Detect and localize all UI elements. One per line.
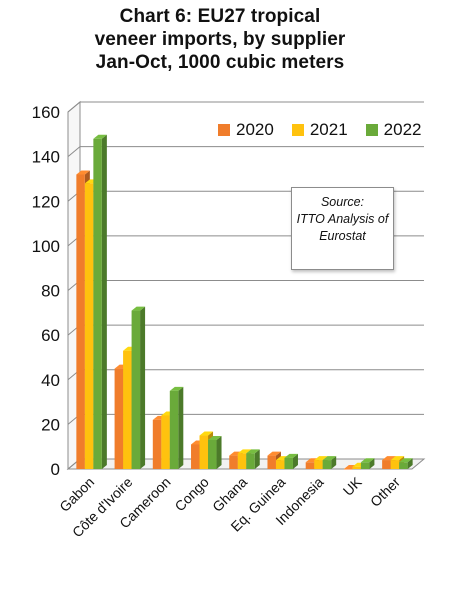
bar-top-2022-Eq. Guinea bbox=[284, 453, 298, 458]
source-annotation: Source: ITTO Analysis of Eurostat bbox=[291, 187, 394, 270]
source-line-2: ITTO Analysis of bbox=[296, 212, 389, 226]
y-tick-label: 100 bbox=[32, 237, 60, 256]
y-tick-label: 120 bbox=[32, 192, 60, 211]
bar-top-2022-Other bbox=[399, 458, 413, 463]
bar-2022-Congo bbox=[208, 439, 217, 469]
bar-top-2020-Gabon bbox=[76, 170, 90, 175]
bar-2020-Eq. Guinea bbox=[267, 455, 276, 469]
y-tick-label: 20 bbox=[41, 415, 60, 434]
bar-side-2022-Gabon bbox=[101, 134, 107, 469]
bar-top-2020-Eq. Guinea bbox=[267, 451, 281, 456]
legend-item-2022: 2022 bbox=[365, 120, 422, 140]
legend-item-2020: 2020 bbox=[218, 120, 274, 140]
y-tick-label: 40 bbox=[41, 371, 60, 390]
bar-2020-Ghana bbox=[229, 455, 238, 469]
bar-2020-Indonesia bbox=[305, 462, 315, 469]
bar-2022-Indonesia bbox=[322, 460, 332, 469]
bar-2022-Ghana bbox=[246, 453, 255, 469]
bar-side-2022-Indonesia bbox=[331, 456, 337, 469]
bar-2022-Other bbox=[399, 462, 408, 469]
bar-2021-Other bbox=[390, 460, 400, 469]
bar-2022-Côte d'Ivoire bbox=[131, 310, 141, 469]
bar-top-2020-Other bbox=[382, 456, 396, 461]
bar-side-2022-Côte d'Ivoire bbox=[140, 306, 146, 469]
x-tick-label: UK bbox=[340, 473, 366, 499]
bar-top-2022-Ghana bbox=[246, 449, 260, 454]
bar-side-2022-Eq. Guinea bbox=[292, 453, 298, 469]
bar-2020-Côte d'Ivoire bbox=[114, 368, 124, 469]
x-tick-label: Other bbox=[367, 474, 403, 510]
bar-top-2022-Indonesia bbox=[322, 456, 337, 461]
y-tick-label: 0 bbox=[51, 460, 60, 479]
y-tick-label: 140 bbox=[32, 148, 60, 167]
y-tick-label: 80 bbox=[41, 282, 60, 301]
bar-side-2022-Congo bbox=[216, 435, 222, 469]
bar-top-2022-UK bbox=[360, 458, 375, 463]
source-line-3: Eurostat bbox=[319, 229, 366, 243]
bar-top-2021-Other bbox=[390, 456, 405, 461]
legend-swatch-2020 bbox=[218, 124, 230, 136]
gridline-depth-160 bbox=[67, 101, 81, 113]
bar-top-2021-Ghana bbox=[237, 449, 252, 454]
legend-label-2020: 2020 bbox=[236, 120, 274, 139]
bar-2021-Côte d'Ivoire bbox=[123, 350, 132, 469]
legend-item-2021: 2021 bbox=[291, 120, 348, 140]
bar-2021-Congo bbox=[199, 435, 209, 469]
bar-top-2021-Indonesia bbox=[314, 456, 328, 461]
bar-2020-Other bbox=[382, 460, 391, 469]
bar-2020-Cameroon bbox=[152, 419, 162, 469]
gridline-depth-140 bbox=[67, 146, 81, 158]
legend-swatch-2021 bbox=[291, 124, 304, 136]
bar-2022-Cameroon bbox=[169, 390, 179, 469]
legend-swatch-2022 bbox=[365, 124, 378, 136]
bar-top-2022-Côte d'Ivoire bbox=[131, 306, 146, 311]
legend-label-2021: 2021 bbox=[309, 120, 348, 139]
bar-top-2022-Congo bbox=[208, 435, 222, 440]
bar-side-2022-UK bbox=[369, 458, 375, 469]
bar-2021-Eq. Guinea bbox=[275, 460, 285, 469]
bar-2021-Cameroon bbox=[161, 415, 170, 469]
bar-side-2022-Ghana bbox=[254, 449, 260, 469]
bar-side-2022-Cameroon bbox=[178, 386, 184, 469]
legend-label-2022: 2022 bbox=[383, 120, 422, 139]
bar-2022-Gabon bbox=[93, 138, 102, 469]
bar-2021-Gabon bbox=[84, 183, 94, 469]
chart-title-line-2: veneer imports, by supplier bbox=[94, 29, 346, 50]
chart-title-line-1: Chart 6: EU27 tropical bbox=[119, 6, 321, 27]
bar-side-2022-Other bbox=[407, 458, 413, 469]
x-tick-label: Congo bbox=[171, 474, 212, 515]
bar-2020-UK bbox=[343, 469, 353, 470]
bar-top-2022-Cameroon bbox=[169, 386, 184, 391]
chart-title-line-3: Jan-Oct, 1000 cubic meters bbox=[95, 52, 345, 73]
bar-2020-Congo bbox=[191, 444, 200, 469]
bar-top-2022-Gabon bbox=[93, 134, 107, 139]
legend: 2020 2021 2022 bbox=[218, 120, 421, 140]
bar-2022-UK bbox=[360, 462, 370, 469]
bar-2021-Indonesia bbox=[314, 460, 323, 469]
y-tick-label: 160 bbox=[32, 103, 60, 122]
bar-2021-UK bbox=[352, 466, 361, 469]
source-line-1: Source: bbox=[320, 195, 365, 209]
bar-2022-Eq. Guinea bbox=[284, 457, 293, 469]
y-tick-label: 60 bbox=[41, 326, 60, 345]
bar-top-2021-Congo bbox=[199, 431, 214, 436]
bar-2021-Ghana bbox=[237, 453, 247, 469]
bar-2020-Gabon bbox=[76, 174, 85, 469]
